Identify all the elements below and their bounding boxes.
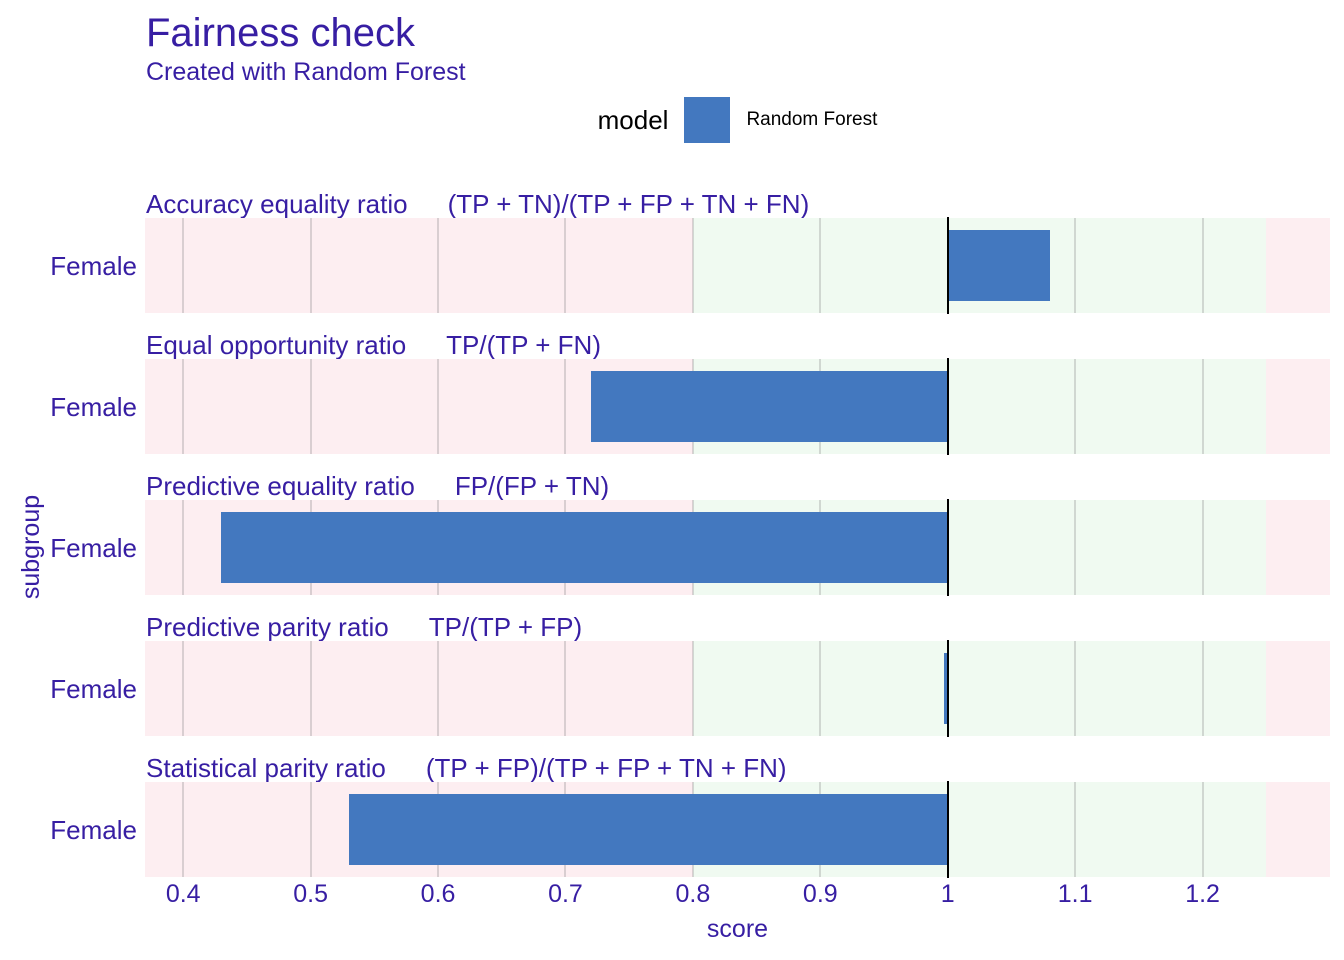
gridline <box>309 782 312 877</box>
x-tick-label: 0.6 <box>420 880 456 908</box>
gridline <box>1074 359 1077 454</box>
panel-plot-area <box>145 358 1330 455</box>
gridline <box>309 218 312 313</box>
score-bar <box>590 371 948 442</box>
x-tick-label: 1 <box>940 880 955 908</box>
metric-formula: FP/(FP + TN) <box>454 471 610 501</box>
panel-header: Statistical parity ratio (TP + FP)/(TP + … <box>146 754 787 782</box>
gridline <box>1201 359 1204 454</box>
fail-zone-right <box>1266 782 1330 877</box>
gridline <box>182 782 185 877</box>
subgroup-label: Female <box>50 674 137 704</box>
panel-plot-area <box>145 499 1330 596</box>
subgroup-label: Female <box>50 392 137 422</box>
baseline-reference-line <box>946 358 949 455</box>
subgroup-label: Female <box>50 251 137 281</box>
score-bar <box>947 230 1050 301</box>
gridline <box>437 218 440 313</box>
legend-item-label: Random Forest <box>746 109 878 130</box>
score-bar <box>943 653 948 724</box>
baseline-reference-line <box>946 217 949 314</box>
metric-formula: TP/(TP + FP) <box>428 612 583 642</box>
x-axis-title: score <box>706 915 769 943</box>
fail-zone-right <box>1266 641 1330 736</box>
baseline-reference-line <box>946 499 949 596</box>
x-tick-label: 0.9 <box>802 880 838 908</box>
fail-zone-right <box>1266 500 1330 595</box>
gridline <box>564 218 567 313</box>
gridline <box>1074 500 1077 595</box>
score-bar <box>221 512 948 583</box>
panel-header: Equal opportunity ratio TP/(TP + FN) <box>146 331 601 359</box>
x-tick-label: 0.4 <box>165 880 201 908</box>
gridline <box>1074 641 1077 736</box>
gridline <box>1201 641 1204 736</box>
metric-name: Predictive parity ratio <box>146 612 389 642</box>
gridline <box>182 641 185 736</box>
x-tick-label: 0.5 <box>293 880 329 908</box>
metric-name: Equal opportunity ratio <box>146 330 407 360</box>
gridline <box>1201 782 1204 877</box>
metric-formula: TP/(TP + FN) <box>446 330 601 360</box>
legend-title: model <box>597 104 669 135</box>
panel-plot-area <box>145 640 1330 737</box>
score-bar <box>348 794 948 865</box>
subgroup-label: Female <box>50 815 137 845</box>
metric-formula: (TP + TN)/(TP + FP + TN + FN) <box>447 189 810 219</box>
panel-plot-area <box>145 217 1330 314</box>
gridline <box>1201 500 1204 595</box>
gridline <box>309 359 312 454</box>
legend: model Random Forest <box>145 94 1330 146</box>
gridline <box>437 359 440 454</box>
gridline <box>1074 782 1077 877</box>
panel-header: Predictive parity ratio TP/(TP + FP) <box>146 613 582 641</box>
gridline <box>564 641 567 736</box>
gridline <box>437 641 440 736</box>
x-tick-label: 1.2 <box>1185 880 1220 908</box>
panel-header: Accuracy equality ratio (TP + TN)/(TP + F… <box>146 190 809 218</box>
gridline <box>691 641 694 736</box>
gridline <box>182 359 185 454</box>
ok-zone <box>692 641 1267 736</box>
gridline <box>1074 218 1077 313</box>
gridline <box>691 218 694 313</box>
fail-zone-left <box>145 641 693 736</box>
fail-zone-right <box>1266 359 1330 454</box>
panel-plot-area <box>145 781 1330 878</box>
baseline-reference-line <box>946 640 949 737</box>
gridline <box>564 359 567 454</box>
gridline <box>1201 218 1204 313</box>
panel-header: Predictive equality ratio FP/(FP + TN) <box>146 472 609 500</box>
subgroup-label: Female <box>50 533 137 563</box>
baseline-reference-line <box>946 781 949 878</box>
x-tick-label: 0.7 <box>548 880 583 908</box>
gridline <box>819 218 822 313</box>
metric-name: Statistical parity ratio <box>146 753 386 783</box>
metric-formula: (TP + FP)/(TP + FP + TN + FN) <box>425 753 787 783</box>
gridline <box>309 641 312 736</box>
chart-subtitle: Created with Random Forest <box>146 58 466 86</box>
metric-name: Accuracy equality ratio <box>146 189 408 219</box>
x-tick-label: 0.8 <box>675 880 711 908</box>
chart-title: Fairness check <box>146 11 415 55</box>
metric-name: Predictive equality ratio <box>146 471 415 501</box>
x-tick-label: 1.1 <box>1057 880 1093 908</box>
fail-zone-left <box>145 218 693 313</box>
gridline <box>182 500 185 595</box>
fail-zone-right <box>1266 218 1330 313</box>
legend-color-swatch <box>684 97 731 143</box>
gridline <box>182 218 185 313</box>
gridline <box>819 641 822 736</box>
